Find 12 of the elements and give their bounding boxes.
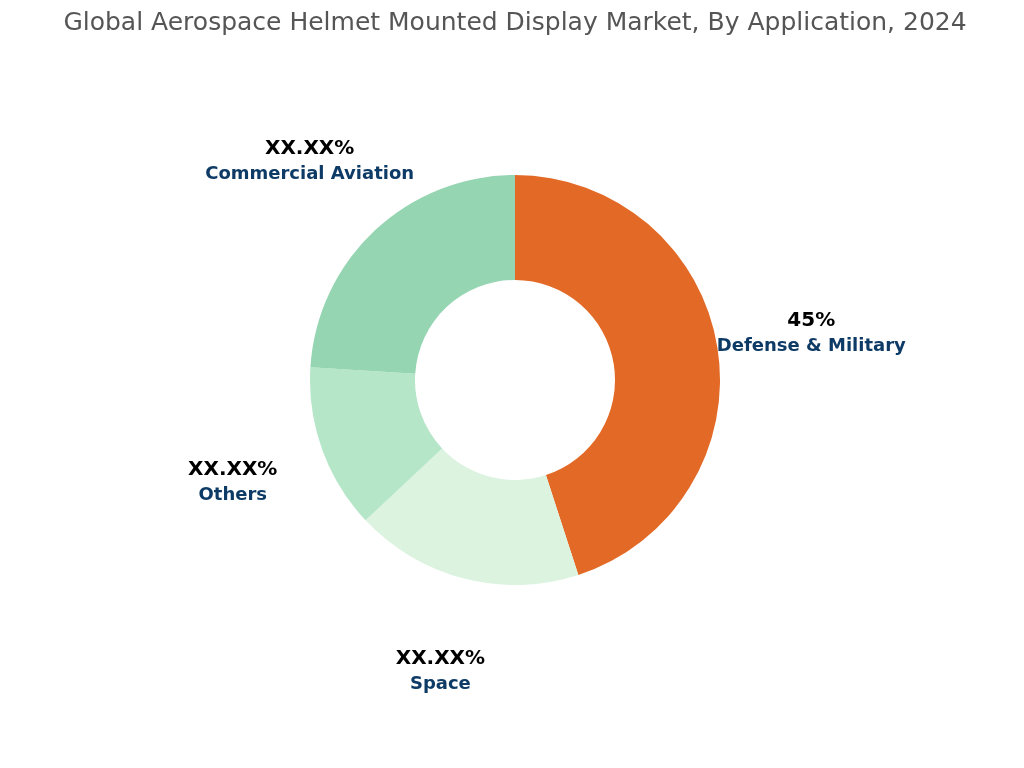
slice-label: Space (409, 671, 471, 693)
data-label: XX.XX% (188, 455, 278, 480)
chart-title: Global Aerospace Helmet Mounted Display Market, By Application, 2024 (63, 7, 967, 36)
slice-label: Commercial Aviation (205, 162, 415, 184)
data-label: XX.XX% (264, 135, 355, 160)
donut-slice (365, 448, 579, 585)
donut-slice (310, 367, 443, 521)
donut-slice (515, 175, 720, 575)
slice-label: Others (198, 482, 267, 504)
slice-label: Defense & Military (716, 334, 907, 356)
data-label: 45% (787, 307, 836, 332)
data-label: XX.XX% (395, 644, 486, 669)
